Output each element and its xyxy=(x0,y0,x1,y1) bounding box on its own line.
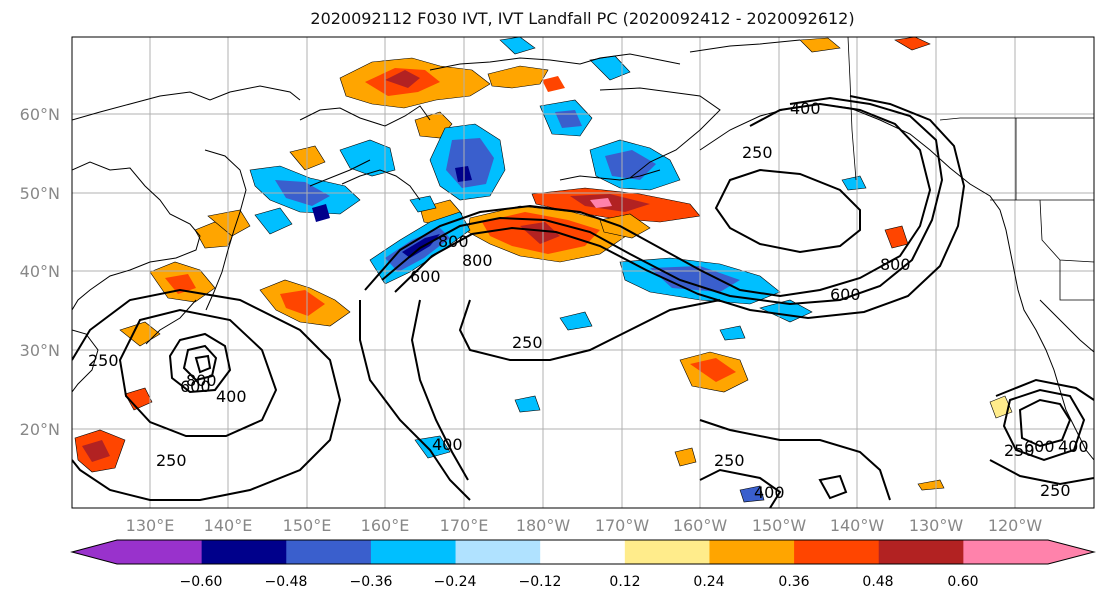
contour-label-250-c: 250 xyxy=(714,451,745,470)
lat-label-30n: 30°N xyxy=(20,341,60,360)
colorbar-segment xyxy=(286,540,372,564)
lon-label-170e: 170°E xyxy=(440,516,489,535)
contour-label-400-c: 400 xyxy=(754,483,785,502)
lon-label-150e: 150°E xyxy=(283,516,332,535)
colorbar-tick-labels: −0.60 −0.48 −0.36 −0.24 −0.12 0.12 0.24 … xyxy=(180,574,979,590)
contour-label-250-e: 250 xyxy=(88,351,119,370)
longitude-labels: 130°E 140°E 150°E 160°E 170°E 180°W 170°… xyxy=(126,516,1043,535)
colorbar-segment xyxy=(370,540,457,564)
contour-label-250-g: 250 xyxy=(1040,481,1071,500)
colorbar-tick-8: 0.48 xyxy=(862,574,893,590)
colorbar-segment xyxy=(201,540,287,564)
contour-label-800-b: 800 xyxy=(462,251,493,270)
colorbar-tick-2: −0.36 xyxy=(350,574,393,590)
colorbar-extend-low xyxy=(72,540,117,564)
colorbar-tick-3: −0.24 xyxy=(434,574,477,590)
contour-label-800-a: 800 xyxy=(438,232,469,251)
lon-label-140w: 140°W xyxy=(830,516,885,535)
lon-label-130e: 130°E xyxy=(126,516,175,535)
borders xyxy=(847,37,1094,301)
lat-label-50n: 50°N xyxy=(20,184,60,203)
contour-label-800-d: 800 xyxy=(186,371,217,390)
contour-label-400-b: 400 xyxy=(790,99,821,118)
ivt-contours xyxy=(72,95,1094,508)
contour-label-600-b: 600 xyxy=(830,285,861,304)
colorbar xyxy=(70,539,1096,565)
contour-label-600-d: 600 xyxy=(1024,437,1055,456)
colorbar-tick-5: 0.12 xyxy=(609,574,640,590)
lon-label-130w: 130°W xyxy=(909,516,964,535)
colorbar-segment xyxy=(963,540,1049,564)
contour-label-400-e: 400 xyxy=(1058,437,1089,456)
latitude-labels: 20°N 30°N 40°N 50°N 60°N xyxy=(20,105,60,439)
colorbar-segment xyxy=(709,540,795,564)
contour-label-400-d: 400 xyxy=(216,387,247,406)
colorbar-segment xyxy=(624,540,710,564)
map-content: 800 800 600 250 400 250 400 600 800 250 … xyxy=(72,37,1094,508)
colorbar-segment xyxy=(117,540,203,564)
colorbar-segment xyxy=(878,540,964,564)
colorbar-outline xyxy=(70,539,1096,565)
colorbar-tick-1: −0.48 xyxy=(265,574,308,590)
contour-label-250-a: 250 xyxy=(512,333,543,352)
contour-label-250-b: 250 xyxy=(742,143,773,162)
contour-label-600-c: 600 xyxy=(180,377,211,396)
figure-title: 2020092112 F030 IVT, IVT Landfall PC (20… xyxy=(310,9,855,28)
colorbar-segment xyxy=(540,540,626,564)
colorbar-segment xyxy=(455,540,541,564)
positive-anomaly-shading xyxy=(74,37,1013,491)
colorbar-extend-high xyxy=(1048,540,1094,564)
lon-label-160w: 160°W xyxy=(673,516,728,535)
coastlines xyxy=(72,39,1094,461)
contour-label-600-a: 600 xyxy=(410,267,441,286)
map-frame xyxy=(71,36,1095,509)
lon-label-140e: 140°E xyxy=(204,516,253,535)
colorbar-tick-9: 0.60 xyxy=(947,574,978,590)
colorbar-tick-6: 0.24 xyxy=(693,574,724,590)
lon-label-120w: 120°W xyxy=(988,516,1043,535)
colorbar-tick-7: 0.36 xyxy=(778,574,809,590)
colorbar-tick-0: −0.60 xyxy=(180,574,223,590)
contour-label-250-d: 250 xyxy=(156,451,187,470)
colorbar-segment xyxy=(794,540,880,564)
contour-label-800-c: 800 xyxy=(880,255,911,274)
lat-label-20n: 20°N xyxy=(20,420,60,439)
lat-label-40n: 40°N xyxy=(20,262,60,281)
lon-label-160e: 160°E xyxy=(361,516,410,535)
contour-label-250-f: 250 xyxy=(1004,441,1035,460)
lon-label-170w: 170°W xyxy=(595,516,650,535)
contour-labels: 800 800 600 250 400 250 400 600 800 250 … xyxy=(88,99,1089,502)
colorbar-tick-4: −0.12 xyxy=(519,574,562,590)
contour-label-400-a: 400 xyxy=(432,435,463,454)
lat-label-60n: 60°N xyxy=(20,105,60,124)
map-background xyxy=(72,37,1094,508)
lon-label-180w: 180°W xyxy=(516,516,571,535)
lon-label-150w: 150°W xyxy=(752,516,807,535)
